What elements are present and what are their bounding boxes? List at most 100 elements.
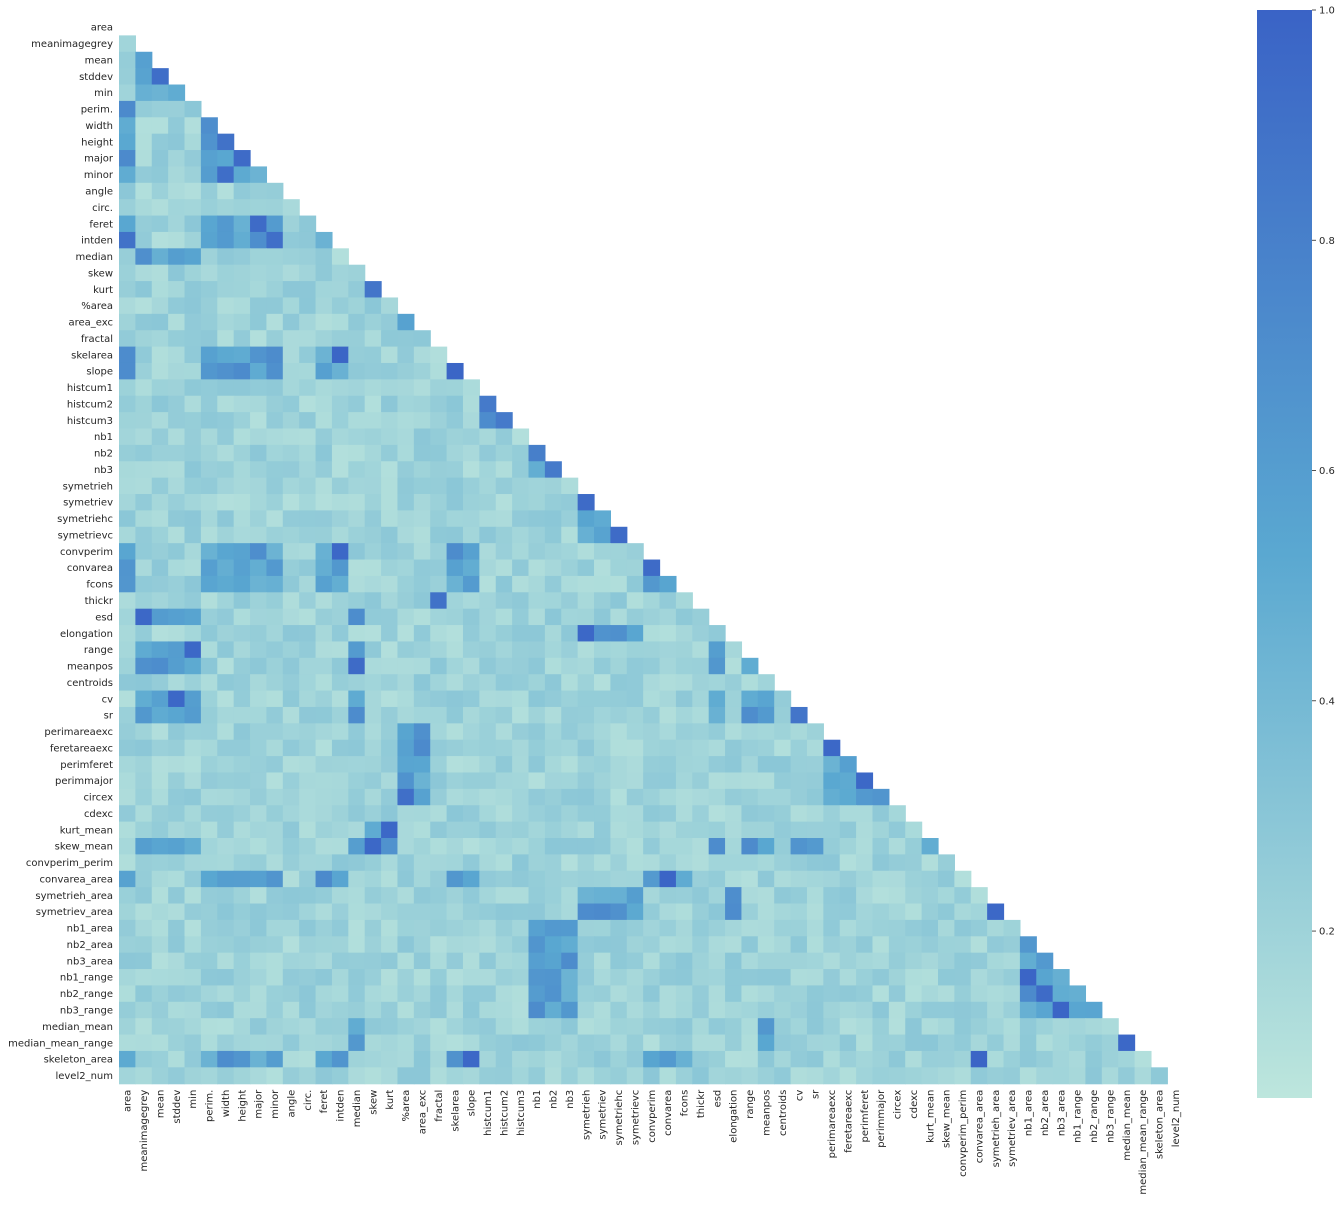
heatmap-cell-convarea-width [217, 559, 235, 577]
heatmap-cell-median_mean-fractal [430, 1018, 448, 1036]
heatmap-cell-circex-min [184, 788, 202, 806]
heatmap-cell-fractal-circ. [299, 330, 317, 348]
heatmap-cell-area_exc-meanimagegrey [135, 313, 153, 331]
heatmap-cell-cdexc-symetriehc [610, 805, 628, 823]
heatmap-cell-symetrieh_area-skew [364, 887, 382, 905]
heatmap-cell-elongation-fcons [675, 625, 693, 643]
heatmap-cell-symetrieh_area-%area [397, 887, 415, 905]
heatmap-cell-centroids-symetriev [594, 674, 611, 692]
heatmap-cell-skeleton_area-esd [708, 1050, 726, 1068]
heatmap-cell-nb1_range-circ. [299, 969, 317, 987]
heatmap-cell-perimmajor-nb1 [528, 772, 546, 790]
heatmap-cell-nb1_range-width [217, 969, 235, 987]
heatmap-cell-nb2_range-skelarea [446, 985, 464, 1003]
heatmap-cell-nb2_range-esd [708, 985, 726, 1003]
heatmap-cell-perimferet-nb3 [561, 756, 579, 774]
heatmap-cell-nb3_area-kurt [381, 952, 399, 970]
heatmap-cell-skew_mean-nb2 [544, 838, 562, 855]
heatmap-cell-convperim-major [250, 543, 268, 561]
heatmap-cell-esd-symetrieh [577, 608, 595, 626]
heatmap-cell-nb1_range-convperim [643, 969, 661, 987]
heatmap-cell-kurt_mean-convperim [643, 821, 661, 839]
heatmap-cell-nb3_area-convarea [659, 952, 677, 970]
heatmap-cell-feretareaexc-nb1 [528, 739, 546, 757]
heatmap-cell-skew_mean-convarea [659, 838, 677, 855]
heatmap-cell-nb2_area-slope [462, 936, 480, 954]
heatmap-cell-min-meanimagegrey [135, 84, 153, 102]
heatmap-cell-nb3_range-nb3_area [1052, 1001, 1070, 1019]
heatmap-cell-histcum1-fractal [430, 379, 448, 397]
heatmap-cell-nb1-meanimagegrey [135, 428, 153, 446]
x-tick-label: height [237, 1090, 248, 1122]
heatmap-cell-nb3-feret [315, 461, 333, 479]
heatmap-cell-elongation-nb1 [528, 625, 546, 643]
heatmap-cell-median-perim. [200, 248, 218, 266]
heatmap-cell-skew_mean-nb3 [561, 838, 579, 855]
heatmap-cell-symetrieh_area-histcum2 [495, 887, 513, 905]
heatmap-cell-nb2_area-elongation [725, 936, 743, 954]
y-tick-label: nb1_area [67, 924, 113, 935]
heatmap-cell-sr-width [217, 706, 235, 724]
heatmap-cell-convarea_area-area [119, 870, 136, 888]
heatmap-cell-median_mean-nb2_range [1085, 1018, 1103, 1036]
heatmap-cell-level2_num-nb3_area [1052, 1067, 1070, 1085]
heatmap-cell-nb1_range-symetrieh [577, 969, 595, 987]
y-tick-label: feret [89, 219, 113, 230]
heatmap-cell-symetriev-area_exc [413, 494, 431, 511]
heatmap-cell-intden-perim. [200, 231, 218, 249]
heatmap-cell-nb1_range-major [250, 969, 268, 987]
heatmap-cell-nb3-circ. [299, 461, 317, 479]
heatmap-cell-median_mean_range-meanpos [757, 1034, 775, 1052]
heatmap-cell-perimferet-fractal [430, 756, 448, 774]
heatmap-cell-symetrieh_area-perimferet [856, 887, 874, 905]
heatmap-cell-nb3_range-perimferet [856, 1001, 874, 1019]
heatmap-cell-nb2_area-feretareaexc [839, 936, 857, 954]
heatmap-cell-level2_num-feret [315, 1067, 333, 1085]
heatmap-cell-median_mean-nb2 [544, 1018, 562, 1036]
heatmap-cell-esd-area [119, 608, 136, 626]
heatmap-cell-histcum1-meanimagegrey [135, 379, 153, 397]
y-tick-label: fcons [86, 580, 113, 591]
heatmap-cell-convarea_area-sr [806, 870, 824, 888]
heatmap-cell-centroids-histcum2 [495, 674, 513, 692]
x-tick-label: nb2 [549, 1090, 560, 1109]
x-tick-label: level2_num [1171, 1090, 1182, 1148]
heatmap-cell-histcum1-width [217, 379, 235, 397]
x-tick-label: convperim [647, 1090, 658, 1143]
heatmap-cell-skew_mean-%area [397, 838, 415, 855]
x-tick-label: slope [467, 1090, 478, 1117]
heatmap-cell-skew-mean [151, 264, 169, 282]
heatmap-cell-histcum2-intden [331, 395, 349, 413]
heatmap-cell-circex-area_exc [413, 788, 431, 806]
x-tick-label: fcons [680, 1090, 691, 1117]
heatmap-cell-symetrieh_area-min [184, 887, 202, 905]
heatmap-cell-nb2_area-symetriev_area [1003, 936, 1021, 954]
heatmap-cell-nb1-area_exc [413, 428, 431, 446]
heatmap-cell-symetrieh_area-slope [462, 887, 480, 905]
heatmap-cell-perimareaexc-nb2 [544, 723, 562, 741]
heatmap-cell-symetriev-skelarea [446, 494, 464, 511]
heatmap-cell-level2_num-nb1 [528, 1067, 546, 1085]
heatmap-cell-slope-major [250, 362, 268, 380]
heatmap-cell-nb2_area-skew [364, 936, 382, 954]
heatmap-cell-nb3_range-meanimagegrey [135, 1001, 153, 1019]
heatmap-cell-feretareaexc-stddev [168, 739, 186, 757]
heatmap-cell-area_exc-major [250, 313, 268, 331]
heatmap-cell-sr-%area [397, 706, 415, 724]
heatmap-cell-sr-elongation [725, 706, 743, 724]
heatmap-cell-perimareaexc-angle [282, 723, 300, 741]
heatmap-cell-nb3_range-fractal [430, 1001, 448, 1019]
x-tick-label: median_mean_range [1138, 1090, 1149, 1195]
heatmap-cell-circex-symetriehc [610, 788, 628, 806]
heatmap-cell-median_mean-perimareaexc [823, 1018, 841, 1036]
heatmap-cell-kurt_mean-sr [806, 821, 824, 839]
heatmap-cell-nb2_range-width [217, 985, 235, 1003]
heatmap-cell-centroids-histcum1 [479, 674, 497, 692]
heatmap-cell-nb3-minor [266, 461, 284, 479]
heatmap-cell-elongation-perim. [200, 625, 218, 643]
heatmap-cell-skeleton_area-width [217, 1050, 235, 1068]
heatmap-cell-fcons-median [348, 575, 366, 593]
heatmap-cell-range-convarea [659, 641, 677, 659]
heatmap-cell-feret-stddev [168, 215, 186, 233]
heatmap-cell-perimferet-symetrievc [626, 756, 644, 774]
